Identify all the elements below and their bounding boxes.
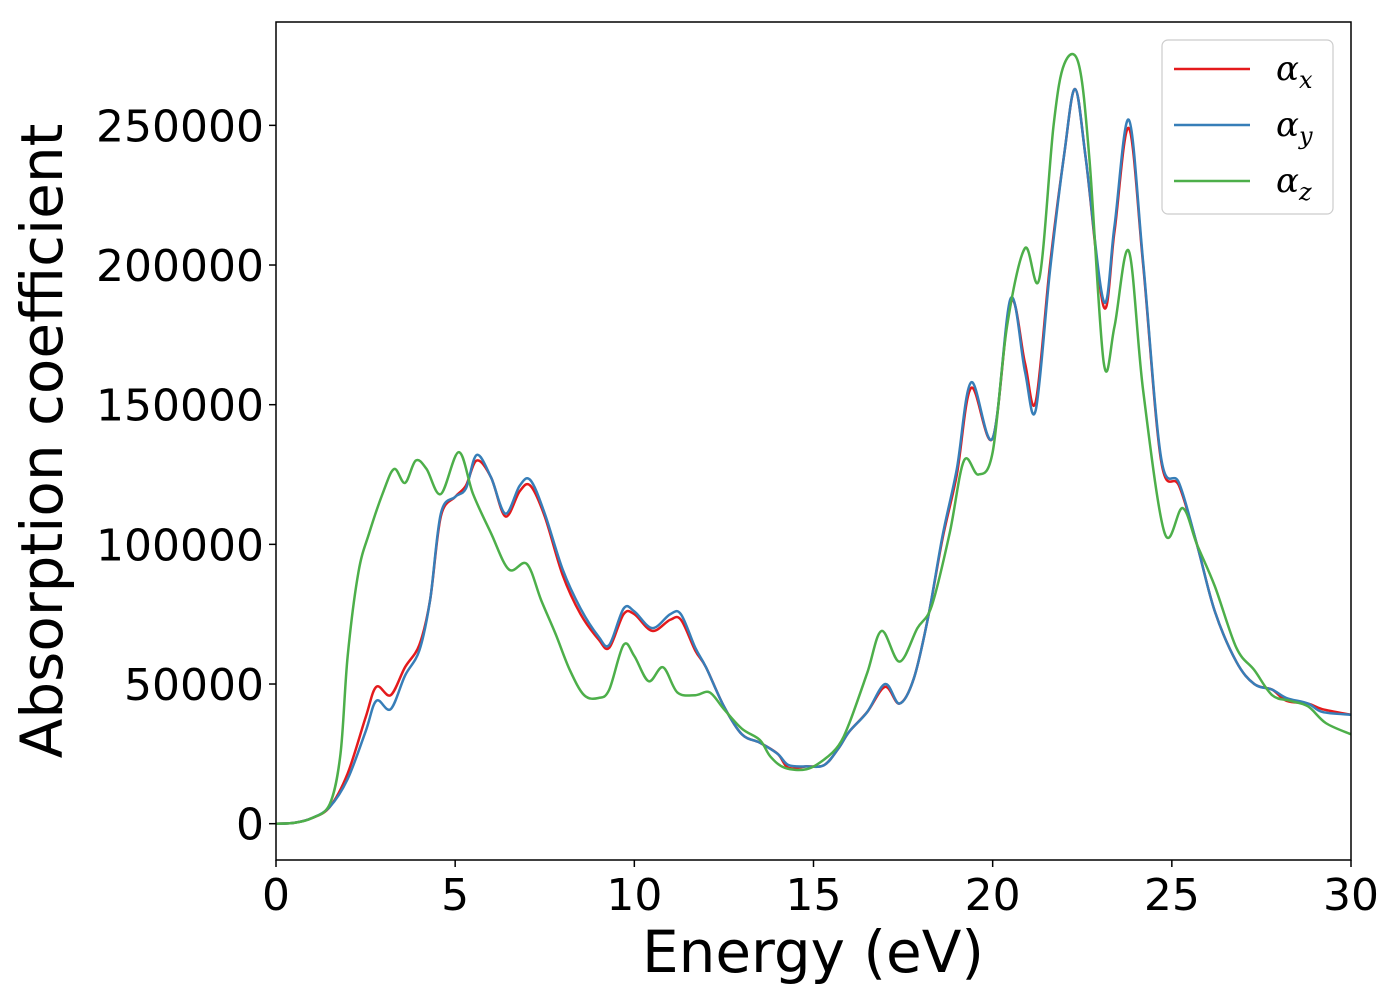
x-tick-label: 10 (606, 870, 662, 921)
x-tick-label: 5 (441, 870, 469, 921)
series-line-alpha-y (275, 87, 1352, 825)
y-tick-label: 200000 (96, 241, 264, 292)
y-tick-label: 150000 (96, 381, 264, 432)
legend-label-alpha-y: αy (1276, 105, 1313, 150)
legend-box (1161, 39, 1334, 215)
x-tick-label: 25 (1144, 870, 1200, 921)
y-tick-label: 250000 (96, 101, 264, 152)
x-tick-label: 15 (786, 870, 842, 921)
series-layer (275, 52, 1352, 825)
x-axis-ticks: 0 5 10 15 20 25 30 (262, 860, 1379, 921)
y-tick-label: 50000 (124, 660, 264, 711)
legend-label-alpha-x: αx (1276, 49, 1313, 94)
legend-label-alpha-z: αz (1276, 161, 1312, 206)
legend: αx αy αz (1161, 39, 1334, 215)
y-axis-title: Absorption coefficient (8, 124, 76, 759)
x-axis-title: Energy (eV) (642, 918, 984, 986)
x-tick-label: 30 (1323, 870, 1379, 921)
y-tick-label: 0 (236, 800, 264, 851)
y-tick-label: 100000 (96, 520, 264, 571)
y-axis-ticks: 0 50000 100000 150000 200000 250000 (96, 101, 276, 851)
x-tick-label: 20 (965, 870, 1021, 921)
x-tick-label: 0 (262, 870, 290, 921)
series-line-alpha-z (275, 52, 1352, 825)
